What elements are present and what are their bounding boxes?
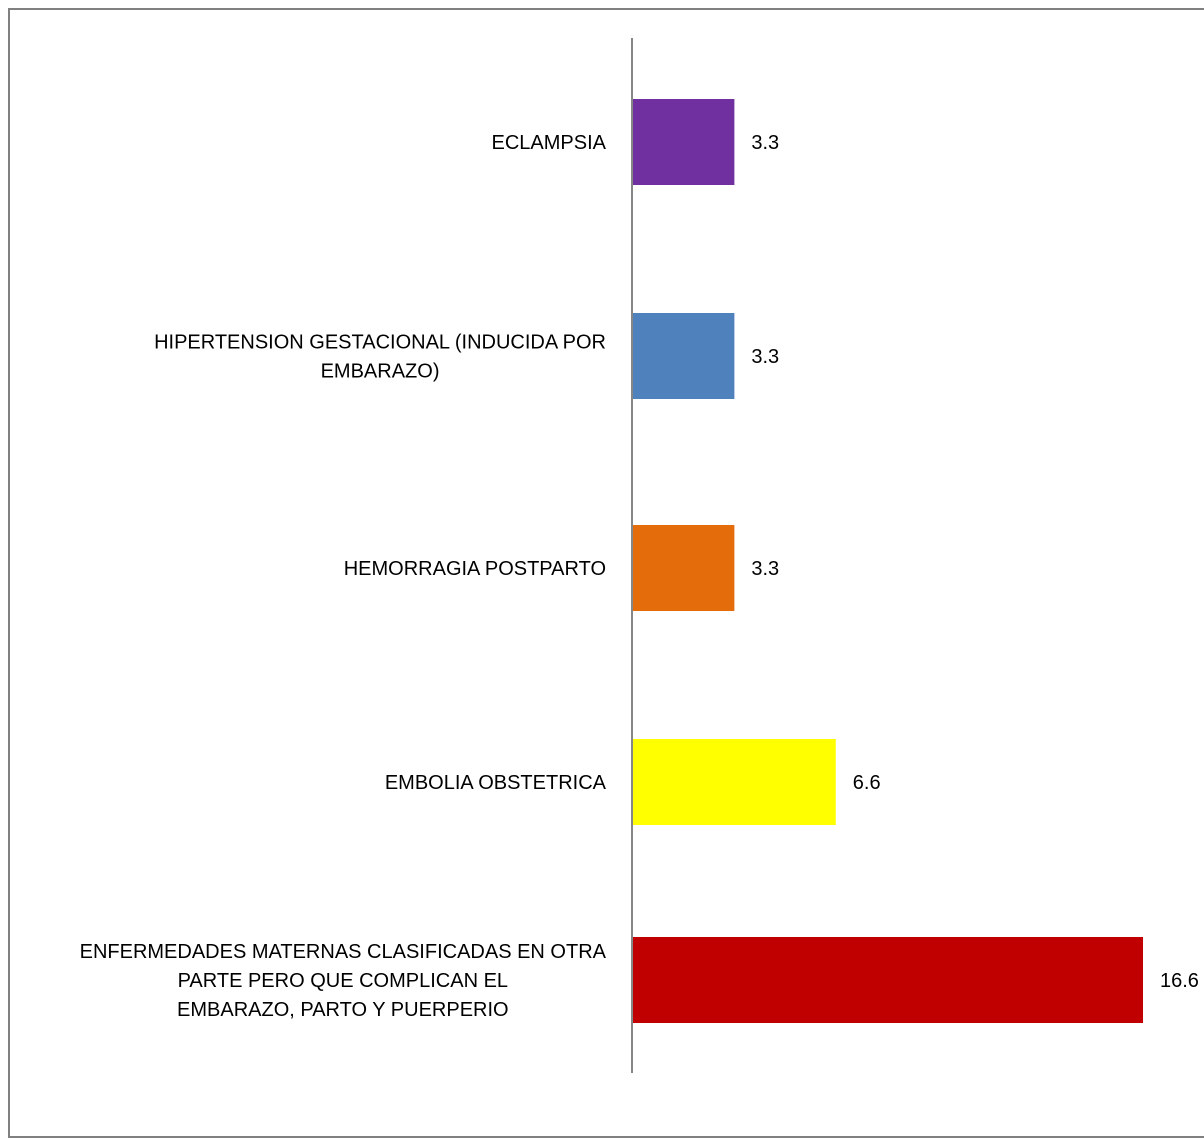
bar-2	[633, 525, 735, 611]
category-label-line: HEMORRAGIA POSTPARTO	[344, 558, 606, 580]
value-label-3: 6.6	[853, 772, 881, 794]
category-label-2: HEMORRAGIA POSTPARTO	[344, 558, 606, 580]
category-label-line: EMBARAZO)	[321, 361, 440, 383]
value-label-2: 3.3	[751, 558, 779, 580]
bar-4	[633, 937, 1143, 1023]
category-label-line: ENFERMEDADES MATERNAS CLASIFICADAS EN OT…	[80, 941, 607, 963]
bar-3	[633, 739, 836, 825]
value-label-0: 3.3	[751, 132, 779, 154]
category-label-line: EMBARAZO, PARTO Y PUERPERIO	[177, 999, 509, 1021]
category-label-line: EMBOLIA OBSTETRICA	[385, 772, 607, 794]
value-label-1: 3.3	[751, 346, 779, 368]
category-label-line: HIPERTENSION GESTACIONAL (INDUCIDA POR	[154, 332, 606, 354]
value-label-4: 16.6	[1160, 970, 1199, 992]
category-label-3: EMBOLIA OBSTETRICA	[385, 772, 607, 794]
category-label-line: ECLAMPSIA	[492, 132, 607, 154]
category-label-1: HIPERTENSION GESTACIONAL (INDUCIDA POR EM…	[154, 332, 606, 383]
category-label-4: ENFERMEDADES MATERNAS CLASIFICADAS EN OT…	[80, 941, 607, 1021]
category-label-line: PARTE PERO QUE COMPLICAN EL	[178, 970, 508, 992]
bar-1	[633, 313, 735, 399]
bar-0	[633, 99, 735, 185]
category-label-0: ECLAMPSIA	[492, 132, 607, 154]
